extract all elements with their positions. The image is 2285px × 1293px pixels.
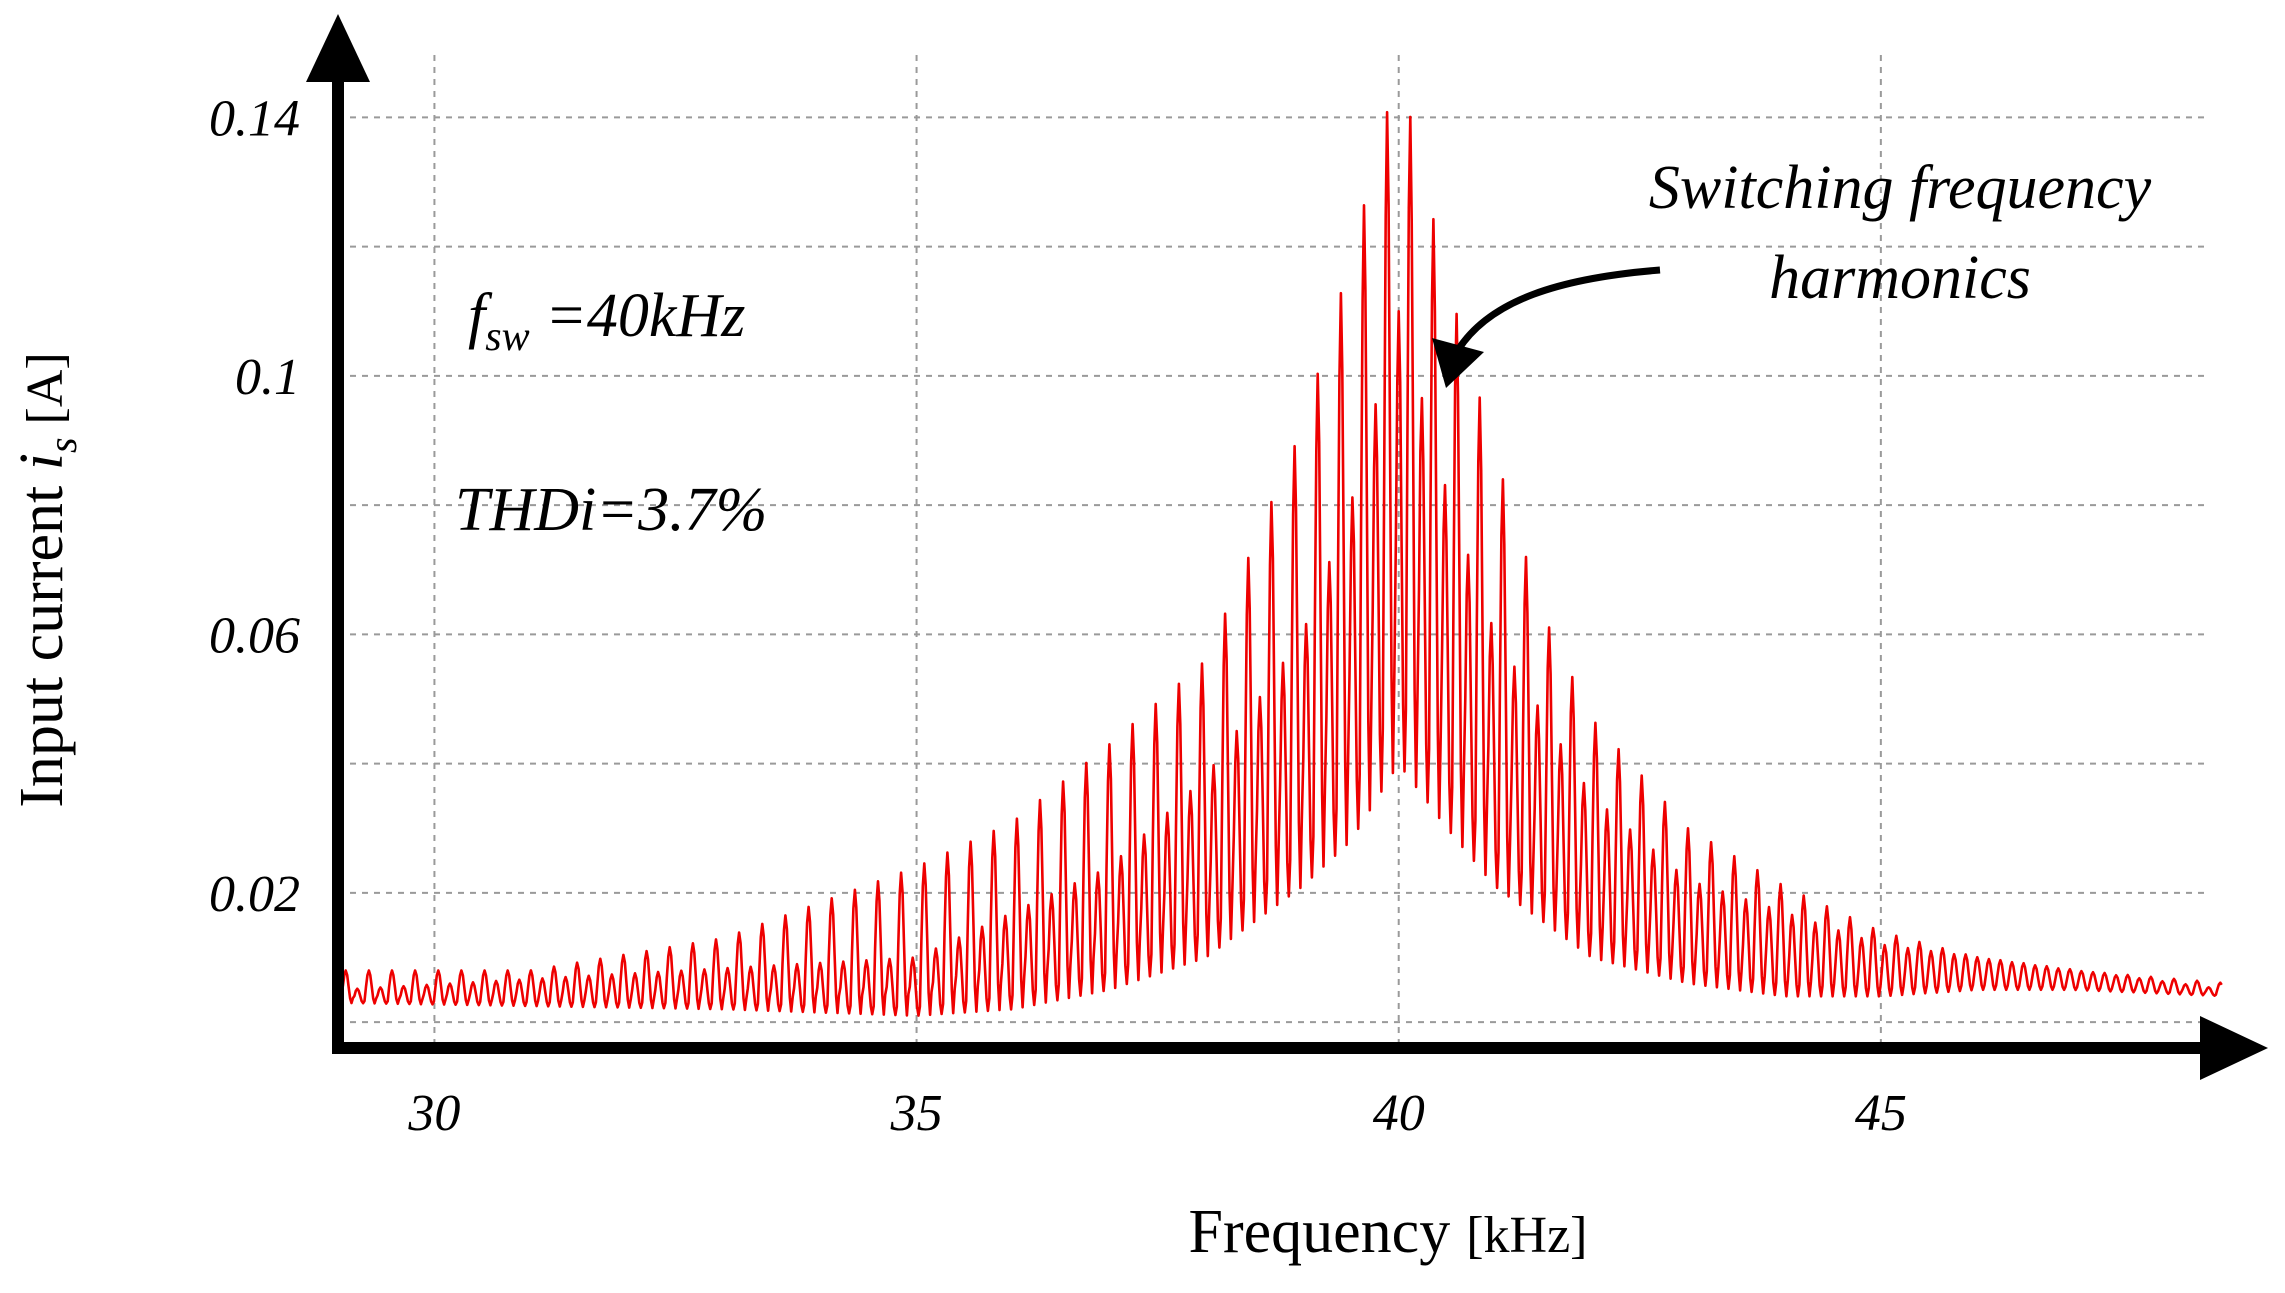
x-axis-label-text: Frequency (1189, 1198, 1451, 1266)
y-axis-unit: [A] (17, 352, 74, 437)
x-axis-label: Frequency [kHz] (1189, 1198, 1588, 1266)
x-tick-label: 45 (1855, 1085, 1907, 1142)
y-axis-arrowhead (306, 14, 370, 82)
x-axis-unit: [kHz] (1466, 1207, 1587, 1264)
spectrum-trace (341, 110, 2223, 1017)
y-axis-label: Input current is [A] (8, 352, 85, 807)
x-tick-label: 40 (1373, 1085, 1425, 1142)
thd-annotation: THDi=3.7% (455, 476, 767, 544)
fsw-subscript: sw (485, 314, 529, 360)
y-tick-label: 0.02 (209, 866, 300, 923)
harmonics-arrow (1455, 266, 1661, 352)
x-tick-labels: 30 35 40 45 (407, 1085, 1906, 1142)
y-axis-variable: i (8, 453, 76, 470)
x-axis-arrowhead (2200, 1016, 2268, 1080)
x-tick-label: 30 (407, 1085, 460, 1142)
spectrum-series-line (341, 110, 2223, 1017)
y-tick-label: 0.06 (209, 607, 300, 664)
fsw-value: =40kHz (530, 282, 746, 350)
grid (338, 55, 2205, 1048)
harmonics-annotation-line1: Switching frequency (1649, 154, 2152, 222)
x-tick-label: 35 (890, 1085, 943, 1142)
harmonics-arrowhead (1432, 338, 1484, 388)
y-axis-variable-subscript: s (40, 437, 85, 453)
y-tick-label: 0.14 (209, 90, 300, 147)
harmonics-annotation-line2: harmonics (1769, 244, 2031, 312)
y-tick-labels: 0.02 0.06 0.1 0.14 (209, 90, 300, 923)
switching-frequency-annotation: fsw =40kHz (468, 282, 745, 360)
y-axis-label-text: Input current (8, 470, 76, 807)
y-tick-label: 0.1 (235, 349, 300, 406)
